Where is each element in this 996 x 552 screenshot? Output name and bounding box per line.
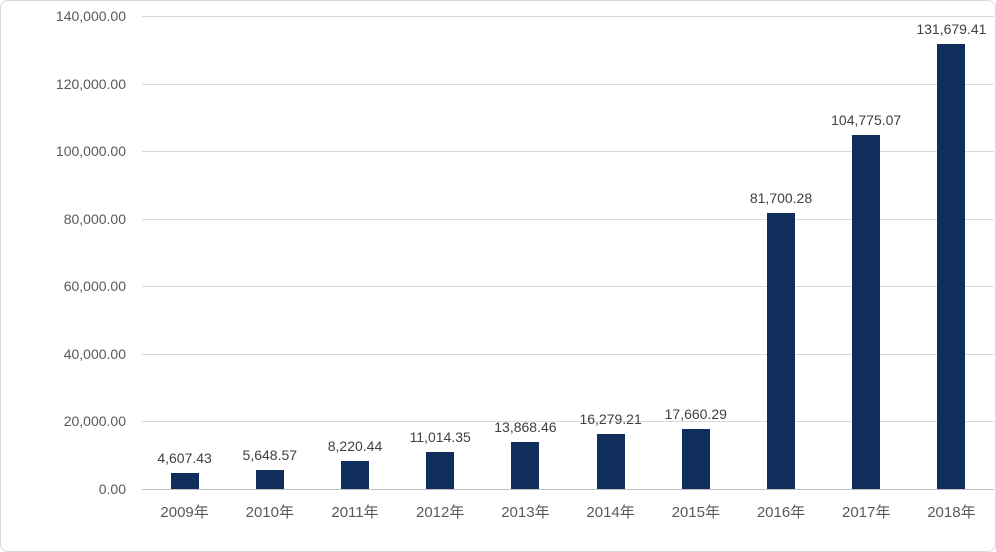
bar — [170, 473, 199, 489]
bar — [937, 44, 966, 489]
y-axis-tick-label: 100,000.00 — [55, 143, 126, 160]
gridline — [142, 286, 994, 288]
gridline — [142, 421, 994, 423]
bar-value-label: 104,775.07 — [831, 112, 902, 129]
bar — [255, 469, 284, 489]
y-axis-tick-label: 60,000.00 — [63, 278, 126, 295]
y-axis-tick-label: 80,000.00 — [63, 210, 126, 227]
bar — [681, 429, 710, 489]
bar-value-label: 131,679.41 — [916, 21, 987, 38]
x-axis-tick-label: 2016年 — [756, 504, 806, 521]
bar-value-label: 17,660.29 — [664, 406, 727, 423]
x-axis-tick-label: 2013年 — [501, 504, 550, 521]
gridline — [142, 83, 994, 85]
y-axis-tick-label: 140,000.00 — [55, 8, 126, 24]
x-axis-tick-label: 2018年 — [927, 504, 976, 521]
bar — [426, 451, 455, 489]
gridline — [142, 16, 994, 17]
bar — [767, 212, 795, 489]
bar — [596, 433, 625, 489]
y-axis-tick-label: 0.00 — [98, 481, 126, 497]
bar-value-label: 11,014.35 — [409, 428, 471, 445]
x-axis-tick-label: 2009年 — [160, 504, 209, 521]
bar-value-label: 13,868.46 — [494, 419, 557, 436]
x-axis-tick-label: 2017年 — [842, 504, 891, 521]
bar-value-label: 4,607.43 — [157, 450, 212, 467]
y-axis-tick-label: 20,000.00 — [63, 413, 126, 430]
y-axis-tick-label: 120,000.00 — [55, 75, 126, 92]
x-axis-tick-label: 2011年 — [331, 504, 379, 521]
x-axis-tick-label: 2015年 — [671, 504, 720, 521]
x-axis-line — [142, 489, 994, 490]
gridline — [142, 353, 994, 355]
bar — [852, 135, 881, 489]
bar — [511, 442, 540, 489]
x-axis-tick-label: 2012年 — [416, 504, 465, 521]
bar — [341, 461, 369, 489]
x-axis-tick-label: 2014年 — [586, 504, 635, 521]
gridline — [142, 151, 994, 153]
bar-value-label: 8,220.44 — [327, 438, 383, 455]
bar-value-label: 5,648.57 — [242, 446, 298, 463]
bar-value-label: 16,279.21 — [579, 411, 642, 427]
bar-value-label: 81,700.28 — [749, 189, 813, 206]
x-axis-tick-label: 2010年 — [245, 504, 294, 521]
y-axis-tick-label: 40,000.00 — [63, 345, 126, 362]
gridline — [142, 218, 994, 220]
